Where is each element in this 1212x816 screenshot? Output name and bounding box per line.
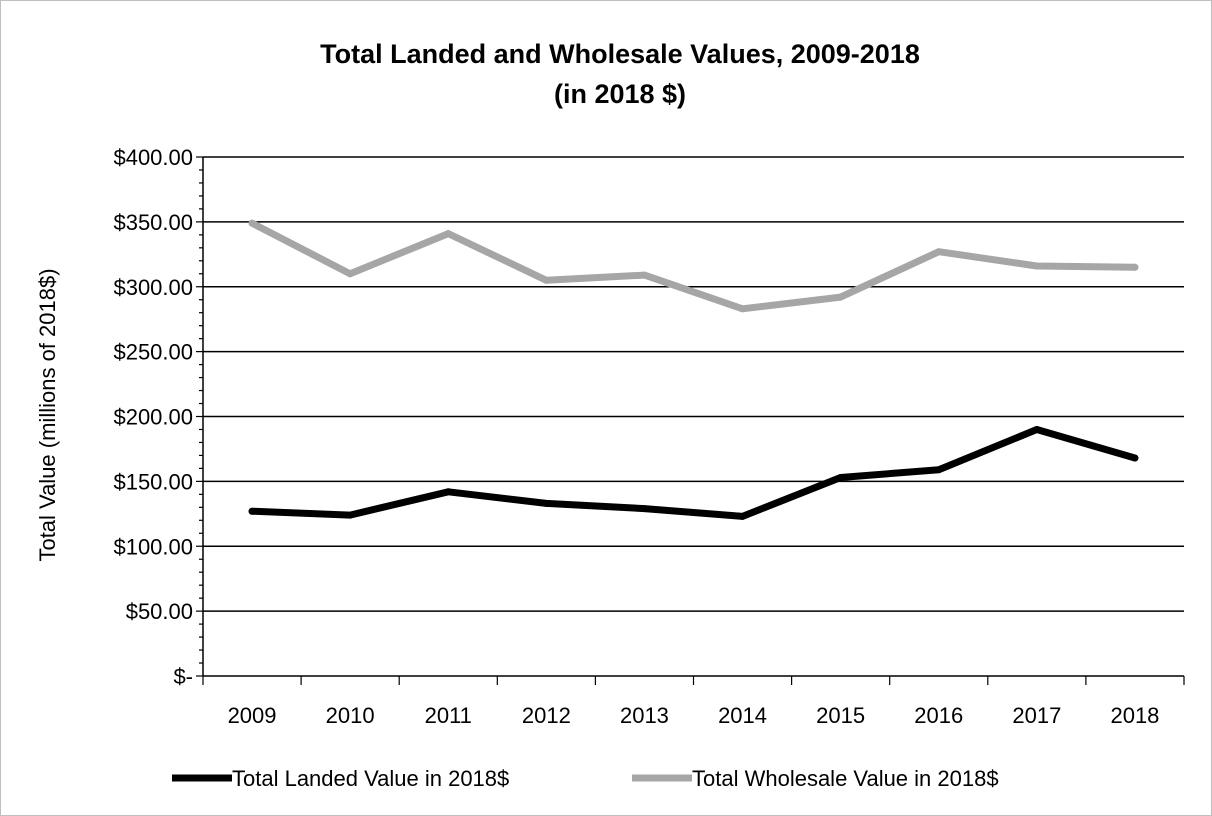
y-tick-label: $350.00 (113, 210, 193, 235)
x-tick-label: 2010 (326, 703, 375, 728)
y-tick-label: $400.00 (113, 145, 193, 170)
data-point-landed (346, 511, 354, 519)
x-tick-label: 2011 (425, 703, 472, 728)
axes (196, 156, 1185, 685)
data-point-wholesale (640, 271, 648, 279)
data-point-wholesale (444, 230, 452, 238)
data-point-wholesale (542, 276, 550, 284)
data-point-landed (640, 505, 648, 513)
x-tick-label: 2012 (522, 703, 571, 728)
data-point-landed (837, 473, 845, 481)
chart-subtitle: (in 2018 $) (554, 79, 686, 109)
data-point-landed (248, 507, 256, 515)
y-tick-label: $200.00 (113, 405, 193, 430)
x-tick-label: 2018 (1110, 703, 1159, 728)
series-line-landed (248, 426, 1139, 520)
data-point-landed (935, 466, 943, 474)
data-point-wholesale (1131, 263, 1139, 271)
legend: Total Landed Value in 2018$ Total Wholes… (172, 766, 999, 791)
x-tick-label: 2015 (816, 703, 865, 728)
gridlines (203, 156, 1184, 612)
series-lines (248, 219, 1139, 520)
data-point-wholesale (248, 219, 256, 227)
data-point-landed (1131, 454, 1139, 462)
x-tick-label: 2014 (718, 703, 767, 728)
y-tick-label: $300.00 (113, 275, 193, 300)
data-point-wholesale (346, 270, 354, 278)
data-point-wholesale (1033, 262, 1041, 270)
data-point-landed (444, 488, 452, 496)
y-tick-label: $- (173, 664, 193, 689)
data-point-landed (542, 499, 550, 507)
y-tick-label: $100.00 (113, 534, 193, 559)
y-tick-label: $150.00 (113, 469, 193, 494)
x-tick-label: 2009 (228, 703, 277, 728)
x-tick-label: 2016 (914, 703, 963, 728)
y-tick-labels: $- $50.00 $100.00 $150.00 $200.00 $250.00 $300… (113, 145, 193, 689)
chart-title: Total Landed and Wholesale Values, 2009-… (320, 39, 920, 69)
data-point-wholesale (837, 293, 845, 301)
data-point-landed (1033, 425, 1041, 433)
y-axis-label: Total Value (millions of 2018$) (35, 268, 60, 561)
x-tick-label: 2017 (1012, 703, 1061, 728)
series-line-wholesale (248, 219, 1139, 313)
x-tick-label: 2013 (620, 703, 669, 728)
data-point-landed (739, 512, 747, 520)
y-tick-label: $250.00 (113, 340, 193, 365)
legend-label-landed: Total Landed Value in 2018$ (232, 766, 509, 791)
data-point-wholesale (739, 305, 747, 313)
x-tick-labels: 2009 2010 2011 2012 2013 2014 2015 2016 2017 2018 (228, 703, 1160, 728)
y-tick-label: $50.00 (126, 599, 193, 624)
legend-label-wholesale: Total Wholesale Value in 2018$ (692, 766, 999, 791)
data-point-wholesale (935, 248, 943, 256)
